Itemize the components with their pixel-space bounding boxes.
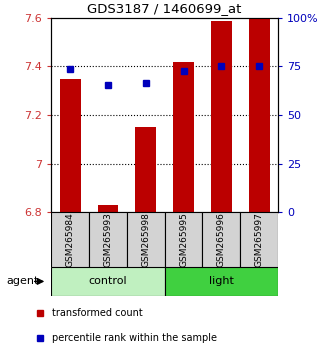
Text: GSM265993: GSM265993 [104,212,113,267]
Bar [51,267,165,296]
Bar [98,205,118,212]
Bar [173,62,194,212]
Bar [165,212,203,267]
Text: GSM265995: GSM265995 [179,212,188,267]
Text: GSM265984: GSM265984 [66,212,75,267]
Text: percentile rank within the sample: percentile rank within the sample [52,333,217,343]
Text: control: control [89,276,127,286]
Text: transformed count: transformed count [52,308,143,318]
Bar [249,18,269,212]
Text: GSM265998: GSM265998 [141,212,150,267]
Bar [51,212,89,267]
Text: GSM265997: GSM265997 [255,212,264,267]
Bar [60,79,80,212]
Bar [240,212,278,267]
Bar [89,212,127,267]
Bar [203,212,240,267]
Text: GSM265996: GSM265996 [217,212,226,267]
Bar [211,21,232,212]
Bar [165,267,278,296]
Text: light: light [209,276,234,286]
Text: agent: agent [7,276,39,286]
Title: GDS3187 / 1460699_at: GDS3187 / 1460699_at [87,2,242,15]
Bar [127,212,165,267]
Bar [135,127,156,212]
